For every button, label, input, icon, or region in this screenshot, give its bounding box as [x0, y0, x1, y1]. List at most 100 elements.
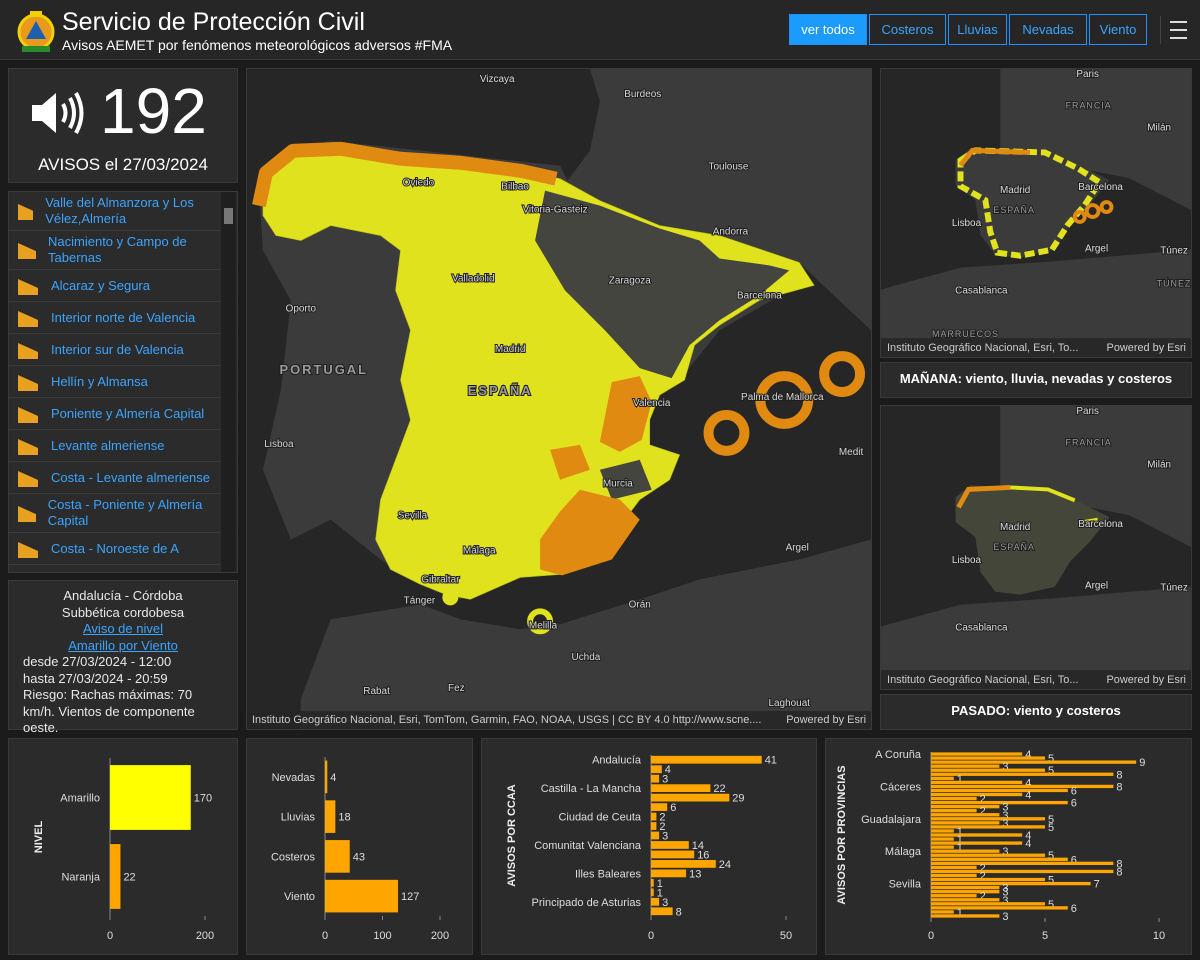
forecast-map-label: Paris [1076, 406, 1099, 417]
alert-item[interactable]: Interior norte de Valencia [9, 302, 237, 334]
forecast-map-label: FRANCIA [1066, 101, 1112, 111]
forecast-powered: Powered by Esri [1107, 342, 1186, 354]
forecast-map-label: Barcelona [1078, 519, 1123, 530]
map-label: Andorra [713, 227, 749, 238]
forecast-map-label: Casablanca [955, 622, 1008, 633]
forecast-caption: MAÑANA: viento, lluvia, nevadas y coster… [899, 371, 1173, 386]
alert-name[interactable]: Costa - Noroeste de A [51, 540, 179, 556]
map-label: Gibraltar [421, 574, 460, 585]
alert-icon [18, 243, 37, 259]
alert-icon [18, 278, 38, 295]
map-label: Vizcaya [480, 74, 515, 85]
forecast-attribution: Instituto Geográfico Nacional, Esri, To.… [887, 674, 1078, 686]
alert-detail: Andalucía - Córdoba Subbética cordobesa … [8, 580, 238, 735]
summary-panel [8, 68, 238, 183]
filter-button[interactable]: Nevadas [1009, 14, 1087, 45]
alert-item[interactable]: Alcaraz y Segura [9, 270, 237, 302]
map-label: Oporto [286, 303, 317, 314]
map-label: Tánger [404, 595, 436, 606]
forecast-map-label: Milán [1147, 123, 1171, 134]
alert-item[interactable]: Valle del Almanzora y Los Vélez,Almería [9, 192, 237, 231]
forecast-map-label: Paris [1076, 69, 1099, 80]
filter-button[interactable]: Costeros [869, 14, 946, 45]
map-label: Bilbao [501, 182, 529, 193]
alert-name[interactable]: Nacimiento y Campo de Tabernas [48, 234, 187, 265]
subtitle: Avisos AEMET por fenómenos meteorológico… [62, 37, 453, 53]
alert-name[interactable]: Hellín y Almansa [51, 373, 148, 389]
alert-icon [18, 438, 38, 455]
forecast-map-label: ESPAÑA [993, 205, 1035, 215]
map-label: Sevilla [398, 511, 428, 522]
alert-name[interactable]: Valle del Almanzora y Los Vélez,Almería [45, 195, 194, 226]
alert-icon [18, 541, 38, 558]
forecast-powered: Powered by Esri [1107, 674, 1186, 686]
logo [17, 11, 55, 52]
alert-icon [18, 470, 38, 487]
forecast-map-label: Argel [1085, 581, 1108, 592]
filter-button[interactable]: ver todos [789, 14, 867, 45]
alert-name[interactable]: Alcaraz y Segura [51, 277, 150, 293]
scrollbar[interactable] [221, 192, 236, 572]
forecast-map-label: Barcelona [1078, 182, 1123, 193]
map-label: Argel [786, 543, 809, 554]
map-label: Toulouse [709, 162, 749, 173]
forecast-map-label: Madrid [1000, 522, 1030, 533]
alert-item[interactable]: Costa - Noroeste de A [9, 533, 237, 565]
map-attribution: Instituto Geográfico Nacional, Esri, Tom… [252, 714, 762, 726]
map-labels: Vizcaya Burdeos Toulouse Oviedo Bilbao Vitori… [263, 73, 864, 710]
forecast-labels: Paris FRANCIA Milán Barcelona Madrid ESPAÑA Li… [931, 69, 1191, 340]
map-label: Vitoria-Gasteiz [522, 205, 587, 216]
map-label: Fez [448, 683, 465, 694]
alert-name[interactable]: Poniente y Almería Capital [51, 405, 205, 421]
map-label: ESPAÑA [468, 383, 533, 398]
alert-item[interactable]: Interior sur de Valencia [9, 334, 237, 366]
detail-region: Andalucía - Córdoba [63, 588, 183, 603]
alert-icon [18, 204, 34, 220]
chart-panel [825, 738, 1192, 955]
map-label: Barcelona [737, 290, 782, 301]
chart-panel [246, 738, 473, 955]
map-label: Uchda [572, 652, 601, 663]
alert-item[interactable]: Poniente y Almería Capital [9, 398, 237, 430]
alert-item[interactable]: Costa - Poniente y Almería Capital [9, 494, 237, 533]
map-label: Melilla [529, 620, 558, 631]
detail-link[interactable]: Aviso de nivel Amarillo por Viento [68, 621, 178, 653]
alert-icon [18, 374, 38, 391]
alert-item[interactable]: Levante almeriense [9, 430, 237, 462]
menu-button[interactable] [1160, 16, 1190, 44]
forecast-map[interactable]: Paris FRANCIA Milán Barcelona Madrid ESPAÑA Li… [880, 405, 1192, 690]
forecast-labels: Paris FRANCIA Milán Barcelona Madrid ESPAÑA Li… [951, 406, 1189, 634]
filter-button[interactable]: Lluvias [948, 14, 1007, 45]
map-label: Orán [629, 599, 651, 610]
detail-risk: Riesgo: Rachas máximas: 70 km/h. Vientos… [23, 687, 195, 735]
forecast-map-label: Lisboa [952, 218, 982, 229]
main-map[interactable]: Vizcaya Burdeos Toulouse Oviedo Bilbao Vitori… [246, 68, 872, 730]
alert-item[interactable]: Hellín y Almansa [9, 366, 237, 398]
forecast-map-label: FRANCIA [1066, 438, 1112, 448]
alert-name[interactable]: Interior norte de Valencia [51, 309, 196, 325]
alert-icon [18, 310, 38, 327]
alert-icon [18, 506, 36, 522]
filter-button[interactable]: Viento [1089, 14, 1147, 45]
map-label: Lisboa [264, 439, 294, 450]
forecast-map-label: ESPAÑA [993, 542, 1035, 552]
forecast-map-label: Lisboa [952, 555, 982, 566]
map-label: Laghouat [769, 698, 811, 709]
map-label: Rabat [363, 686, 390, 697]
map-label: Burdeos [624, 89, 661, 100]
alert-name[interactable]: Interior sur de Valencia [51, 341, 184, 357]
forecast-map[interactable]: Paris FRANCIA Milán Barcelona Madrid ESPAÑA Li… [880, 68, 1192, 358]
header: Servicio de Protección Civil Avisos AEME… [0, 0, 1200, 60]
detail-to: hasta 27/03/2024 - 20:59 [23, 670, 168, 686]
map-label: PORTUGAL [279, 362, 368, 377]
map-label: Zaragoza [609, 275, 652, 286]
alert-item[interactable]: Nacimiento y Campo de Tabernas [9, 231, 237, 270]
alert-name[interactable]: Levante almeriense [51, 437, 165, 453]
caption-panel [880, 362, 1192, 398]
forecast-map-label: Túnez [1160, 246, 1188, 257]
forecast-attribution: Instituto Geográfico Nacional, Esri, To.… [887, 342, 1078, 354]
alert-name[interactable]: Costa - Levante almeriense [51, 469, 210, 485]
alert-name[interactable]: Costa - Poniente y Almería Capital [47, 497, 203, 528]
forecast-map-label: Argel [1085, 244, 1108, 255]
alert-item[interactable]: Costa - Levante almeriense [9, 462, 237, 494]
